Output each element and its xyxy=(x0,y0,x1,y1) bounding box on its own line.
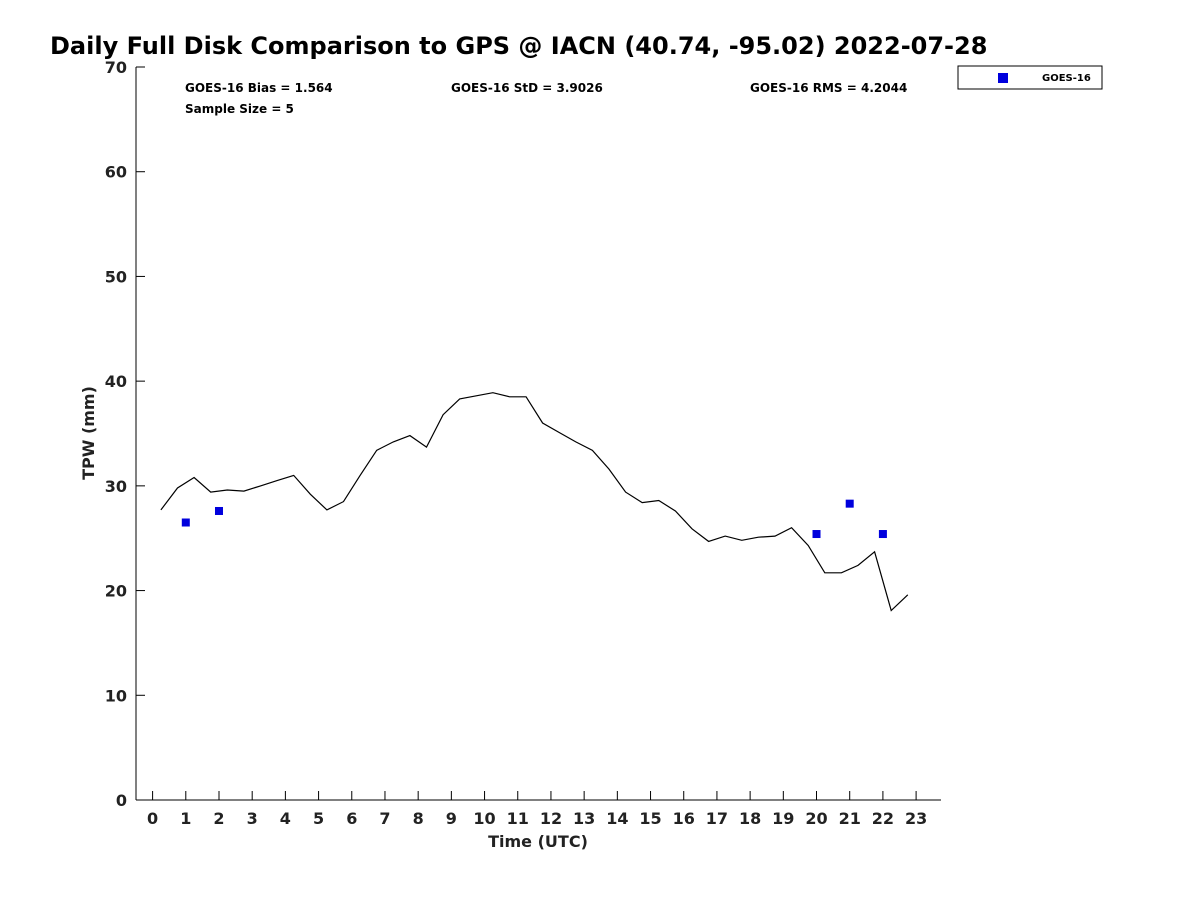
x-tick-label: 6 xyxy=(346,809,357,828)
x-ticks: 0 1 2 3 4 5 6 7 8 9 10 11 12 13 14 15 16 17 18 19 20 21 22 23 xyxy=(147,791,927,828)
x-tick-label: 15 xyxy=(639,809,661,828)
x-tick-label: 7 xyxy=(379,809,390,828)
stat-rms: GOES-16 RMS = 4.2044 xyxy=(750,81,907,95)
y-tick-label: 30 xyxy=(105,477,127,496)
x-tick-label: 20 xyxy=(805,809,827,828)
gps-series xyxy=(160,392,909,612)
legend-marker-goes16 xyxy=(998,73,1008,83)
legend-label-goes16: GOES-16 xyxy=(1042,73,1091,84)
x-axis-label: Time (UTC) xyxy=(488,832,588,851)
x-tick-label: 14 xyxy=(606,809,628,828)
x-tick-label: 13 xyxy=(573,809,595,828)
x-tick-label: 11 xyxy=(507,809,529,828)
y-tick-label: 0 xyxy=(116,791,127,810)
x-tick-label: 4 xyxy=(280,809,291,828)
x-tick-label: 23 xyxy=(905,809,927,828)
stat-bias: GOES-16 Bias = 1.564 xyxy=(185,81,333,95)
x-tick-label: 1 xyxy=(180,809,191,828)
x-tick-label: 3 xyxy=(247,809,258,828)
x-tick-label: 18 xyxy=(739,809,761,828)
y-tick-label: 60 xyxy=(105,163,127,182)
goes16-point xyxy=(214,506,223,515)
x-tick-label: 8 xyxy=(413,809,424,828)
x-tick-label: 5 xyxy=(313,809,324,828)
x-tick-label: 21 xyxy=(839,809,861,828)
x-tick-label: 16 xyxy=(673,809,695,828)
y-tick-label: 40 xyxy=(105,372,127,391)
gps-tpw-line xyxy=(160,392,909,612)
y-tick-label: 10 xyxy=(105,686,127,705)
x-tick-label: 9 xyxy=(446,809,457,828)
x-tick-label: 2 xyxy=(213,809,224,828)
stat-sample-size: Sample Size = 5 xyxy=(185,102,294,116)
y-tick-label: 50 xyxy=(105,267,127,286)
x-tick-label: 22 xyxy=(872,809,894,828)
y-tick-label: 20 xyxy=(105,582,127,601)
stat-std: GOES-16 StD = 3.9026 xyxy=(451,81,603,95)
y-axis-label: TPW (mm) xyxy=(79,386,98,480)
legend: GOES-16 xyxy=(957,65,1103,90)
goes16-series xyxy=(181,499,887,539)
legend-box xyxy=(957,65,1103,90)
goes16-point xyxy=(181,518,190,527)
x-tick-label: 0 xyxy=(147,809,158,828)
x-tick-label: 17 xyxy=(706,809,728,828)
goes16-point xyxy=(845,499,854,508)
chart-title: Daily Full Disk Comparison to GPS @ IACN… xyxy=(50,32,987,60)
goes16-point xyxy=(812,530,821,539)
y-ticks: 0 10 20 30 40 50 60 70 xyxy=(105,58,145,810)
x-tick-label: 12 xyxy=(540,809,562,828)
x-tick-label: 10 xyxy=(473,809,495,828)
y-tick-label: 70 xyxy=(105,58,127,77)
x-tick-label: 19 xyxy=(772,809,794,828)
goes16-point xyxy=(878,530,887,539)
